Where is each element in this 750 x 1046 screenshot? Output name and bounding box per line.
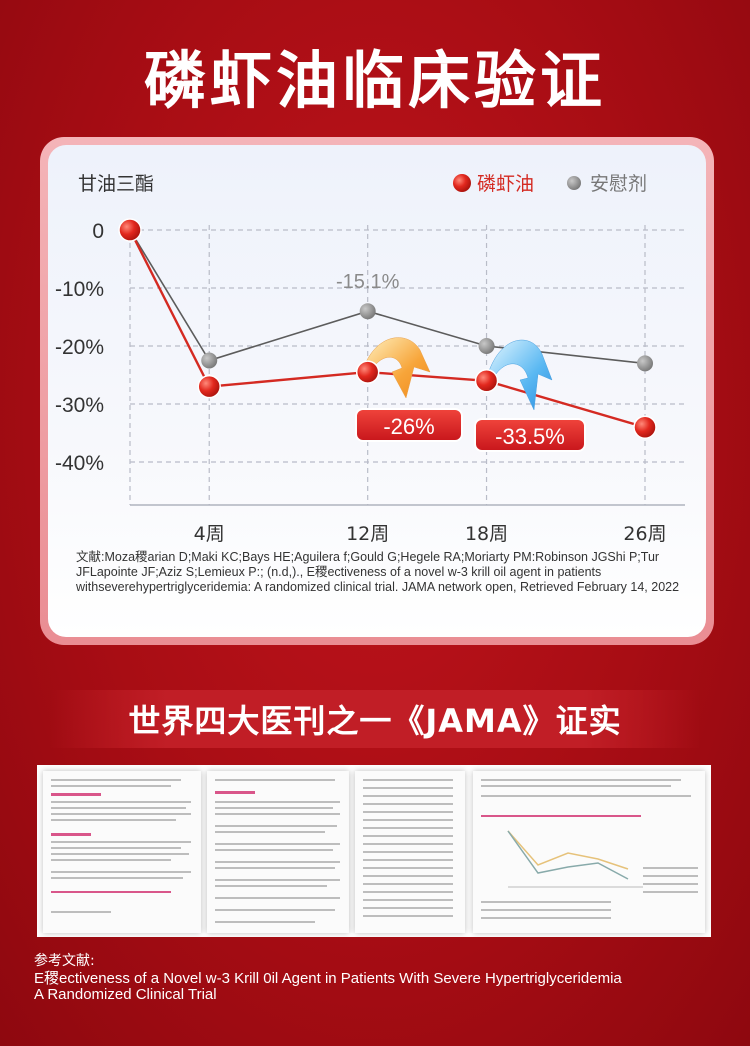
data-point-placebo [478, 338, 495, 354]
x-tick-label: 12周 [346, 523, 389, 545]
annotation-krill-12w: -26% [383, 414, 434, 439]
data-point-placebo [637, 355, 653, 372]
annotation-pill-12w [355, 408, 463, 442]
data-point-krill [474, 369, 499, 393]
paper-page-3 [355, 771, 465, 933]
paper-page-2 [207, 771, 349, 933]
reference-label: 参考文献: [34, 953, 95, 969]
y-axis-label: 甘油三酯 [78, 173, 154, 195]
y-tick-label: -40% [55, 452, 104, 475]
y-tick-label: -20% [55, 336, 104, 359]
chart-card-inner: 0 -10% -20% -30% -40% 4周 12周 18周 26周 甘油三酯 磷虾油 安慰剂 -1… [48, 145, 706, 637]
data-point-krill [633, 415, 657, 439]
data-point-placebo [359, 303, 376, 320]
legend-marker-krill [453, 174, 471, 192]
x-tick-label: 26周 [623, 523, 666, 545]
data-point-placebo [201, 352, 218, 369]
page-title: 磷虾油临床验证 [143, 44, 606, 117]
paper-page-1 [43, 771, 201, 933]
data-point-krill [197, 374, 221, 399]
legend-label-krill: 磷虾油 [477, 173, 534, 195]
paper-thumbnails [37, 765, 711, 937]
paper-page-4 [473, 771, 705, 933]
y-tick-label: 0 [92, 220, 104, 243]
annotation-pill-18w [474, 418, 586, 452]
y-tick-label: -10% [55, 278, 104, 301]
paper-mini-chart [507, 830, 643, 888]
x-tick-label: 18周 [465, 523, 508, 545]
triglyceride-chart: 0 -10% -20% -30% -40% 4周 12周 18周 26周 甘油三酯 磷虾油 安慰剂 -1… [55, 173, 685, 545]
data-point-krill [118, 218, 142, 242]
jama-banner: 世界四大医刊之一《JAMA》证实 [50, 690, 700, 748]
legend-label-placebo: 安慰剂 [590, 173, 647, 195]
reference-line-2: A Randomized Clinical Trial [34, 986, 217, 1003]
legend-marker-placebo [567, 176, 581, 190]
chart-citation: 文献:Moza稷arian D;Maki KC;Bays HE;Aguilera… [76, 550, 680, 594]
x-tick-label: 4周 [194, 523, 225, 545]
decrease-arrow-blue [487, 339, 553, 411]
chart-card: 0 -10% -20% -30% -40% 4周 12周 18周 26周 甘油三酯 磷虾油 安慰剂 -1… [40, 137, 714, 645]
data-point-krill [355, 360, 380, 384]
y-tick-label: -30% [55, 394, 104, 417]
annotation-krill-18w: -33.5% [495, 424, 565, 449]
annotation-placebo-12w: -15.1% [336, 271, 400, 293]
banner-text: 世界四大医刊之一《JAMA》证实 [128, 702, 622, 740]
reference-line-1: E稷ectiveness of a Novel w-3 Krill 0il Ag… [34, 970, 622, 987]
